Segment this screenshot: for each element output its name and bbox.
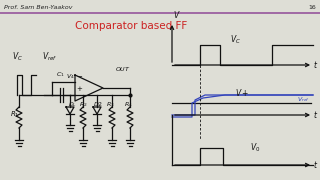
Text: t: t bbox=[314, 161, 317, 170]
Text: $V_4$: $V_4$ bbox=[66, 72, 75, 81]
Text: $D2$: $D2$ bbox=[93, 100, 103, 108]
Text: $R_2$: $R_2$ bbox=[79, 100, 88, 109]
Text: $OUT$: $OUT$ bbox=[115, 65, 131, 73]
Text: +: + bbox=[76, 86, 82, 92]
Text: $V_{ref}$: $V_{ref}$ bbox=[42, 50, 57, 62]
Text: $R_3$: $R_3$ bbox=[106, 100, 115, 109]
Text: $V+$: $V+$ bbox=[235, 87, 249, 98]
Text: $V_{ref}$: $V_{ref}$ bbox=[297, 95, 310, 104]
Text: t: t bbox=[314, 111, 317, 120]
Text: $V_0$: $V_0$ bbox=[250, 141, 260, 154]
Text: t: t bbox=[314, 60, 317, 69]
Text: Comparator based FF: Comparator based FF bbox=[75, 21, 187, 31]
Text: Prof. Sam Ben-Yaakov: Prof. Sam Ben-Yaakov bbox=[4, 5, 73, 10]
Text: −: − bbox=[76, 74, 82, 80]
Text: $C_1$: $C_1$ bbox=[56, 70, 65, 79]
Text: $R_4$: $R_4$ bbox=[124, 100, 133, 109]
Text: $V_C$: $V_C$ bbox=[230, 33, 241, 46]
Text: V: V bbox=[173, 11, 178, 20]
Text: $D_L$: $D_L$ bbox=[68, 100, 77, 109]
Text: 16: 16 bbox=[308, 5, 316, 10]
Text: $V_C$: $V_C$ bbox=[12, 50, 23, 62]
Text: $R_1$: $R_1$ bbox=[10, 110, 20, 120]
